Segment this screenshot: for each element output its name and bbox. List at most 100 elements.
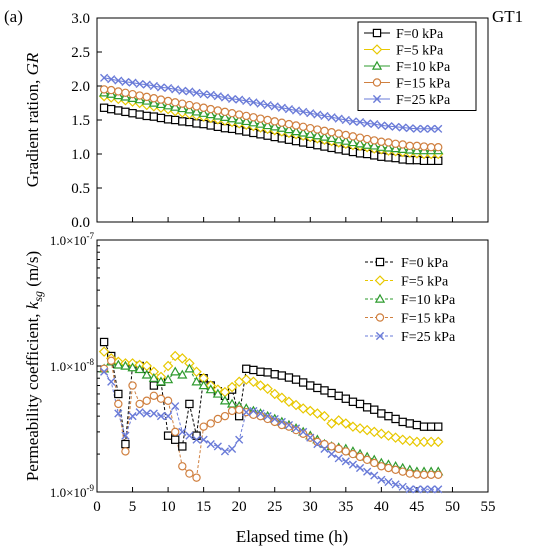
- data-point: [299, 107, 308, 116]
- data-point: [348, 132, 358, 141]
- data-point: [334, 444, 343, 454]
- permeability-chart: 1.0×10-9 1.0×10-8 1.0×10-7 0 5 10 15 20 25 30 35 4…: [23, 231, 496, 546]
- data-point: [313, 383, 322, 393]
- data-point: [163, 396, 173, 405]
- data-point: [185, 469, 194, 478]
- data-point: [419, 485, 429, 494]
- data-point: [135, 110, 144, 119]
- data-point: [377, 137, 386, 146]
- data-point: [249, 113, 258, 122]
- data-point: [284, 105, 294, 114]
- data-point: [220, 93, 230, 102]
- data-point: [434, 124, 443, 133]
- data-point: [391, 414, 400, 424]
- data-point: [113, 359, 124, 369]
- data-point: [355, 133, 365, 142]
- data-point: [341, 130, 351, 140]
- x-tick-label: 35: [338, 499, 353, 515]
- data-point: [283, 124, 295, 134]
- data-point: [291, 424, 301, 433]
- data-point: [128, 89, 137, 99]
- data-point: [135, 399, 144, 409]
- data-point: [163, 115, 173, 124]
- legend-label: F=0 kPa: [396, 27, 444, 42]
- data-point: [327, 388, 336, 398]
- data-point: [199, 103, 208, 112]
- data-point: [241, 116, 252, 126]
- legend-label: F=15 kPa: [401, 312, 456, 327]
- data-point: [134, 364, 145, 374]
- data-point: [398, 417, 407, 427]
- data-point: [354, 138, 366, 148]
- data-point: [434, 422, 443, 431]
- data-point: [226, 381, 238, 393]
- data-point: [370, 458, 379, 468]
- data-point: [163, 412, 173, 421]
- data-point: [170, 427, 180, 437]
- data-point: [383, 142, 394, 152]
- data-point: [114, 399, 123, 409]
- data-point: [306, 109, 315, 118]
- data-point: [191, 376, 202, 386]
- x-tick-label: 5: [129, 499, 137, 515]
- data-point: [277, 118, 287, 127]
- data-point: [277, 417, 286, 427]
- legend-marker: [372, 28, 382, 38]
- data-point: [184, 104, 195, 114]
- data-point: [121, 447, 130, 456]
- data-point: [171, 85, 180, 94]
- legend-label: F=10 kPa: [396, 60, 451, 75]
- data-point: [156, 412, 166, 421]
- legend-marker: [371, 44, 383, 55]
- data-point: [427, 124, 436, 133]
- data-point: [305, 128, 316, 138]
- data-point: [235, 95, 244, 104]
- data-point: [426, 142, 436, 152]
- data-point: [219, 111, 231, 121]
- data-point: [290, 126, 302, 136]
- data-point: [270, 117, 279, 126]
- data-point: [121, 77, 130, 87]
- data-point: [333, 415, 344, 426]
- data-point: [334, 391, 343, 401]
- data-point: [391, 465, 400, 475]
- data-point: [370, 119, 379, 129]
- data-point: [377, 462, 386, 471]
- data-point: [369, 426, 380, 438]
- legend-marker: [375, 313, 385, 322]
- y-axis-title: Gradient ration, GR: [23, 52, 42, 187]
- data-point: [227, 444, 237, 453]
- data-point: [184, 363, 195, 373]
- x-tick-label: 25: [267, 499, 282, 515]
- data-point: [384, 122, 393, 131]
- data-point: [185, 117, 194, 127]
- data-point: [263, 412, 272, 421]
- data-point: [171, 402, 180, 411]
- data-point: [171, 435, 180, 444]
- data-point: [255, 380, 266, 391]
- data-point: [327, 128, 336, 137]
- x-tick-label: 0: [93, 499, 101, 515]
- data-point: [411, 436, 423, 448]
- data-point: [384, 411, 393, 421]
- data-point: [355, 399, 365, 409]
- data-point: [248, 376, 259, 387]
- data-point: [383, 430, 394, 441]
- data-point: [425, 436, 437, 448]
- y-tick-label: 0.0: [71, 215, 90, 231]
- legend-label: F=25 kPa: [396, 93, 451, 108]
- data-point: [384, 477, 393, 487]
- data-point: [256, 114, 265, 123]
- data-point: [256, 409, 265, 418]
- data-point: [234, 110, 244, 119]
- data-point: [412, 420, 422, 430]
- data-point: [355, 463, 365, 473]
- data-point: [306, 433, 315, 442]
- data-point: [377, 475, 386, 484]
- data-point: [227, 94, 237, 104]
- data-point: [114, 409, 123, 418]
- data-point: [341, 115, 350, 125]
- x-tick-label: 45: [409, 499, 424, 515]
- data-point: [419, 124, 429, 133]
